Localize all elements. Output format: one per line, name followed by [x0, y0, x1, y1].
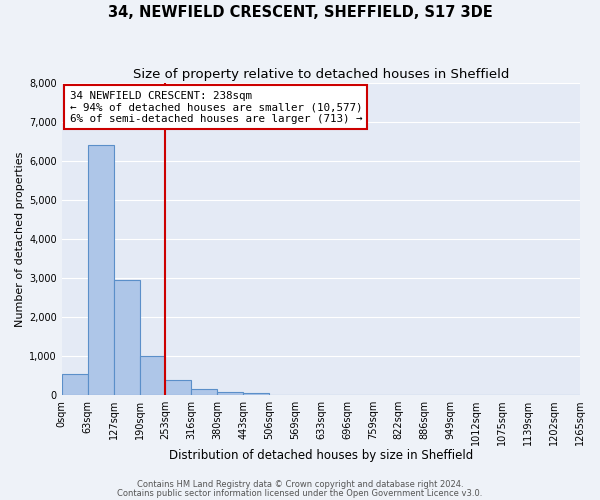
Bar — [140, 356, 166, 395]
Bar — [217, 392, 243, 395]
Bar — [166, 380, 191, 395]
Bar — [243, 393, 269, 395]
X-axis label: Distribution of detached houses by size in Sheffield: Distribution of detached houses by size … — [169, 450, 473, 462]
Bar — [191, 388, 217, 395]
Text: Contains public sector information licensed under the Open Government Licence v3: Contains public sector information licen… — [118, 489, 482, 498]
Bar — [88, 146, 114, 395]
Title: Size of property relative to detached houses in Sheffield: Size of property relative to detached ho… — [133, 68, 509, 80]
Bar — [62, 374, 88, 395]
Bar — [114, 280, 140, 395]
Text: 34 NEWFIELD CRESCENT: 238sqm
← 94% of detached houses are smaller (10,577)
6% of: 34 NEWFIELD CRESCENT: 238sqm ← 94% of de… — [70, 91, 362, 124]
Y-axis label: Number of detached properties: Number of detached properties — [15, 152, 25, 326]
Text: Contains HM Land Registry data © Crown copyright and database right 2024.: Contains HM Land Registry data © Crown c… — [137, 480, 463, 489]
Text: 34, NEWFIELD CRESCENT, SHEFFIELD, S17 3DE: 34, NEWFIELD CRESCENT, SHEFFIELD, S17 3D… — [107, 5, 493, 20]
